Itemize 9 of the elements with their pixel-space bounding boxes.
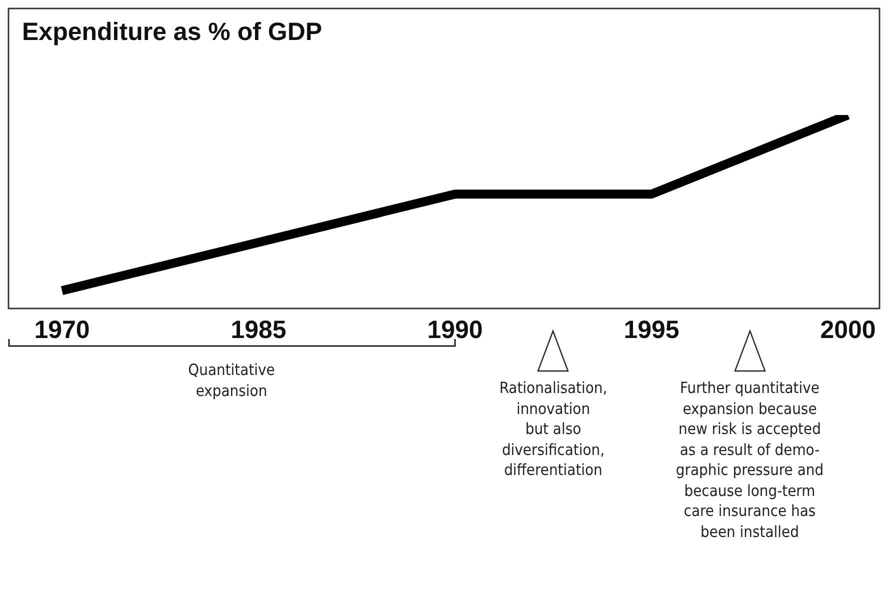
x-tick-label: 2000 bbox=[820, 316, 876, 344]
text: Quantitative expansion bbox=[188, 360, 275, 401]
x-tick-label: 1985 bbox=[230, 316, 286, 344]
x-tick-label: 1990 bbox=[427, 316, 483, 344]
x-tick-label: 1970 bbox=[34, 316, 90, 344]
text: Further quantitative expansion because new risk is accepted as a result of demo- graphic pressure and because long-term care insurance has been installed bbox=[676, 378, 824, 542]
chart-title: Expenditure as % of GDP bbox=[22, 18, 322, 47]
x-tick-label: 1995 bbox=[624, 316, 680, 344]
text: Rationalisation, innovation but also diversification, differentiation bbox=[499, 378, 608, 480]
